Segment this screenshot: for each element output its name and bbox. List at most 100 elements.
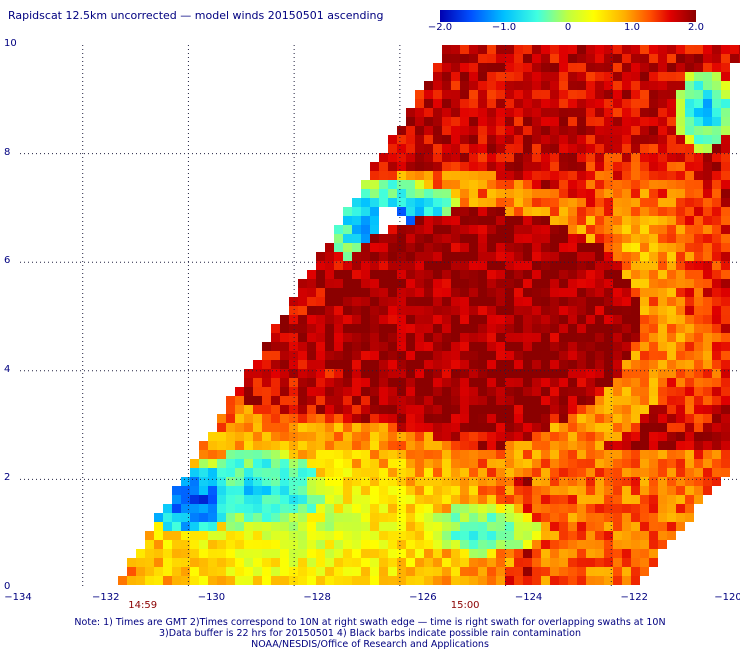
wind-cell: [478, 513, 487, 522]
wind-cell: [253, 369, 262, 378]
wind-cell: [703, 198, 712, 207]
wind-cell: [370, 180, 379, 189]
wind-cell: [595, 369, 604, 378]
wind-cell: [217, 504, 226, 513]
wind-cell: [631, 423, 640, 432]
wind-cell: [415, 504, 424, 513]
wind-cell: [595, 225, 604, 234]
wind-cell: [667, 252, 676, 261]
wind-cell: [487, 279, 496, 288]
wind-cell: [523, 162, 532, 171]
wind-cell: [325, 387, 334, 396]
wind-cell: [649, 90, 658, 99]
wind-cell: [370, 189, 379, 198]
wind-cell: [667, 360, 676, 369]
wind-cell: [424, 378, 433, 387]
wind-cell: [334, 306, 343, 315]
wind-cell: [316, 549, 325, 558]
wind-cell: [712, 261, 721, 270]
wind-cell: [721, 72, 730, 81]
wind-cell: [487, 396, 496, 405]
wind-cell: [280, 414, 289, 423]
wind-cell: [442, 270, 451, 279]
wind-cell: [541, 63, 550, 72]
wind-cell: [685, 180, 694, 189]
wind-cell: [397, 189, 406, 198]
wind-cell: [433, 441, 442, 450]
wind-cell: [325, 279, 334, 288]
wind-cell: [424, 306, 433, 315]
wind-cell: [271, 360, 280, 369]
wind-cell: [370, 162, 379, 171]
wind-cell: [559, 405, 568, 414]
wind-cell: [433, 108, 442, 117]
wind-cell: [532, 108, 541, 117]
wind-cell: [352, 423, 361, 432]
wind-cell: [235, 396, 244, 405]
wind-cell: [271, 333, 280, 342]
wind-cell: [361, 261, 370, 270]
wind-cell: [451, 180, 460, 189]
wind-cell: [631, 252, 640, 261]
wind-cell: [577, 522, 586, 531]
wind-cell: [190, 576, 199, 585]
wind-cell: [550, 279, 559, 288]
wind-cell: [586, 423, 595, 432]
wind-cell: [595, 54, 604, 63]
wind-cell: [253, 414, 262, 423]
wind-cell: [631, 279, 640, 288]
wind-cell: [496, 486, 505, 495]
wind-cell: [631, 270, 640, 279]
wind-cell: [307, 432, 316, 441]
wind-cell: [712, 162, 721, 171]
wind-cell: [568, 360, 577, 369]
wind-cell: [604, 243, 613, 252]
wind-cell: [595, 378, 604, 387]
wind-cell: [469, 252, 478, 261]
wind-cell: [568, 405, 577, 414]
wind-cell: [406, 522, 415, 531]
wind-cell: [613, 432, 622, 441]
wind-cell: [631, 540, 640, 549]
wind-cell: [460, 504, 469, 513]
wind-cell: [145, 549, 154, 558]
wind-cell: [559, 117, 568, 126]
wind-cell: [577, 477, 586, 486]
wind-cell: [379, 522, 388, 531]
wind-cell: [559, 180, 568, 189]
wind-cell: [721, 252, 730, 261]
wind-cell: [352, 207, 361, 216]
wind-cell: [550, 333, 559, 342]
wind-cell: [703, 351, 712, 360]
wind-cell: [280, 378, 289, 387]
wind-cell: [676, 495, 685, 504]
wind-cell: [514, 549, 523, 558]
wind-cell: [451, 558, 460, 567]
wind-cell: [388, 144, 397, 153]
wind-cell: [289, 405, 298, 414]
wind-cell: [505, 162, 514, 171]
wind-cell: [595, 441, 604, 450]
wind-cell: [514, 351, 523, 360]
wind-cell: [676, 162, 685, 171]
wind-cell: [622, 108, 631, 117]
wind-cell: [541, 423, 550, 432]
wind-cell: [424, 171, 433, 180]
wind-cell: [316, 270, 325, 279]
wind-cell: [613, 387, 622, 396]
wind-cell: [712, 351, 721, 360]
wind-cell: [676, 306, 685, 315]
wind-cell: [523, 306, 532, 315]
wind-cell: [586, 234, 595, 243]
wind-cell: [478, 135, 487, 144]
wind-cell: [658, 405, 667, 414]
wind-cell: [487, 288, 496, 297]
wind-cell: [640, 369, 649, 378]
wind-cell: [388, 468, 397, 477]
wind-cell: [352, 522, 361, 531]
wind-cell: [226, 432, 235, 441]
wind-cell: [307, 450, 316, 459]
wind-cell: [496, 549, 505, 558]
wind-cell: [388, 432, 397, 441]
wind-cell: [262, 396, 271, 405]
